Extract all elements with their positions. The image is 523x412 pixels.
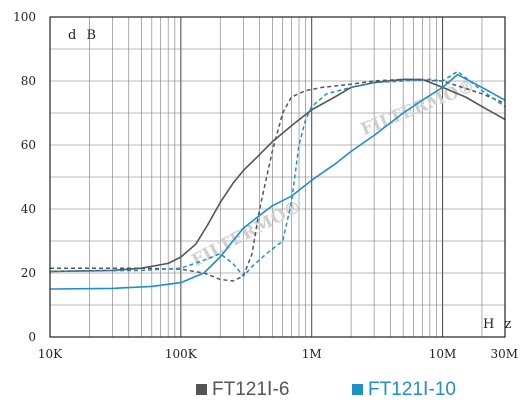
x-tick-label: 1M: [302, 347, 322, 361]
series-line-0: [49, 78, 506, 273]
legend: FT121Ⅰ-6 FT121Ⅰ-10: [0, 378, 523, 408]
x-tick-label: 30M: [490, 347, 518, 361]
legend-label: FT121Ⅰ-6: [212, 379, 290, 400]
series-line-2: [49, 73, 506, 290]
legend-swatch: [196, 384, 207, 395]
y-tick-label: 100: [13, 10, 36, 24]
x-tick-label: 10M: [429, 347, 457, 361]
legend-swatch: [352, 384, 363, 395]
series-line-1: [50, 78, 506, 282]
legend-item: FT121Ⅰ-10: [352, 378, 456, 401]
legend-label: FT121Ⅰ-10: [368, 379, 456, 400]
y-tick-label: 0: [28, 330, 36, 344]
plot-frame: [49, 16, 506, 338]
y-tick-label: 80: [21, 74, 36, 88]
grid: [50, 17, 505, 337]
y-tick-label: 60: [21, 138, 36, 152]
y-tick-label: 40: [21, 202, 36, 216]
watermark-text: FILTERMO®: [358, 76, 478, 140]
legend-item: FT121Ⅰ-6: [196, 378, 289, 401]
y-tick-label: 20: [21, 266, 36, 280]
x-tick-label: 10K: [38, 347, 63, 361]
series-group: [49, 70, 506, 290]
tick-labels: 0 20 40 60 80 100 10K 100K 1M 10M 30M: [13, 10, 518, 361]
x-tick-label: 100K: [165, 347, 198, 361]
x-axis-unit: H z: [483, 317, 514, 332]
y-axis-unit: d B: [68, 28, 99, 43]
